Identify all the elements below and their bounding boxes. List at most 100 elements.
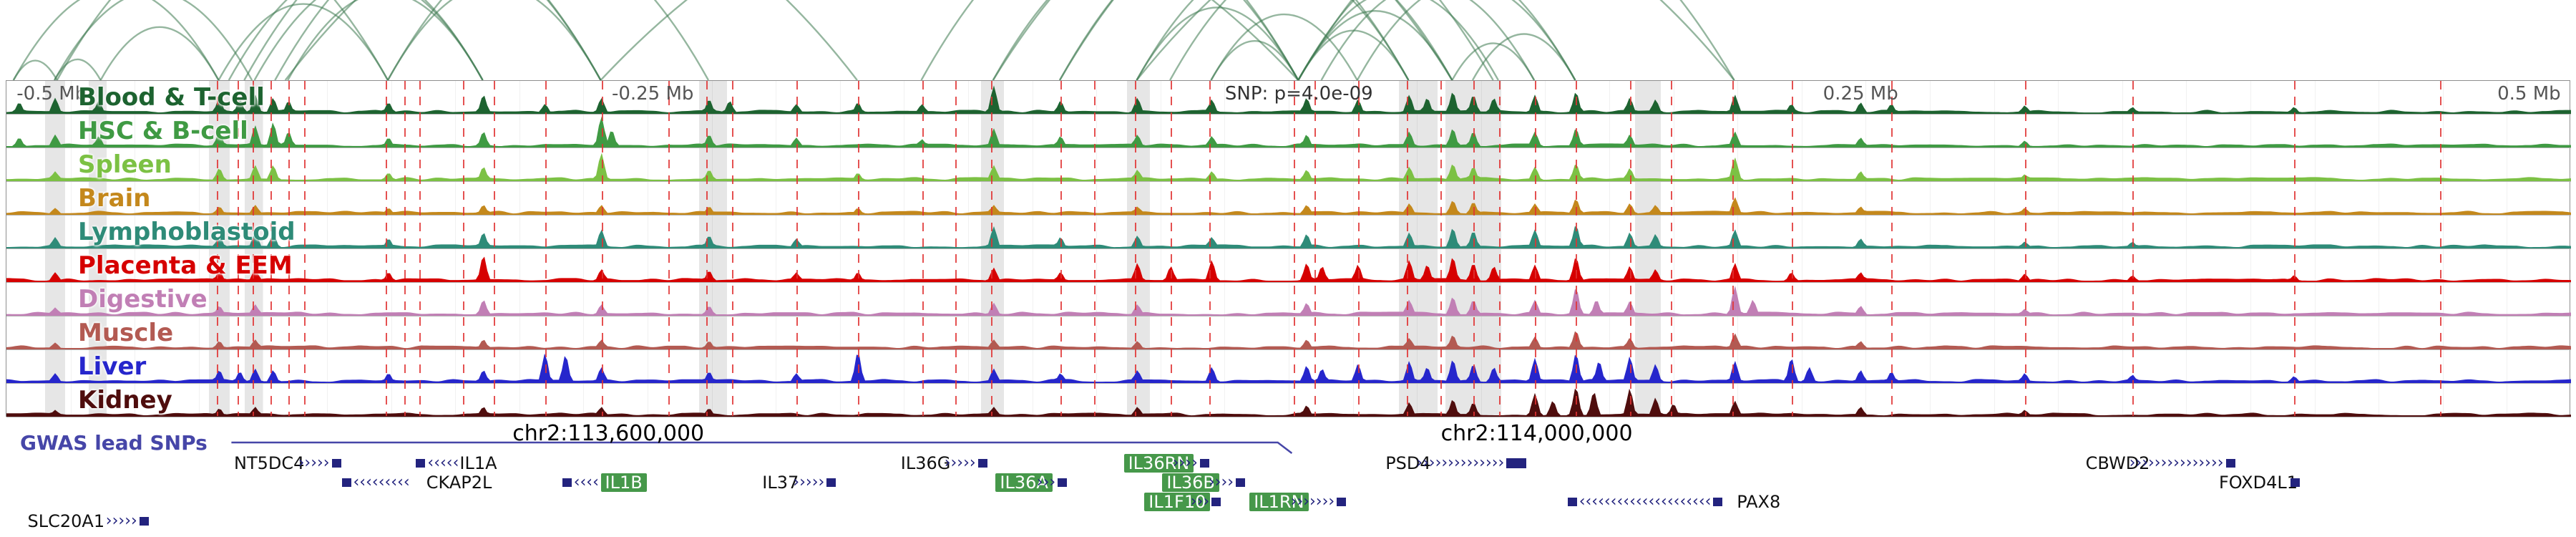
highlight-dashed-line	[1791, 81, 1793, 416]
gene-glyph: ‹‹‹‹‹	[416, 454, 459, 473]
highlight-dashed-line	[216, 81, 218, 416]
gwas-lead-snps-label: GWAS lead SNPs	[20, 431, 208, 455]
gene-exon-box	[1236, 478, 1246, 487]
axis-tick-label: 0.5 Mb	[2497, 83, 2561, 105]
gene-direction-chevrons: ›››››	[793, 473, 825, 491]
gene-label: IL1B	[600, 473, 647, 492]
gene-exon-box	[1058, 478, 1068, 487]
chromosome-coordinate-label: chr2:113,600,000	[512, 421, 705, 446]
track-row	[6, 148, 2571, 182]
interaction-arc	[243, 0, 602, 80]
gene-exon-box	[1337, 498, 1347, 506]
highlight-dashed-line	[1060, 81, 1062, 416]
highlight-dashed-line	[668, 81, 670, 416]
track-row	[6, 216, 2571, 249]
gene-label: NT5DC4	[234, 453, 305, 473]
gene-label: IL1F10	[1144, 493, 1211, 511]
highlight-dashed-line	[1357, 81, 1360, 416]
signal-area	[6, 197, 2571, 215]
gene-glyph: ‹‹‹‹‹‹‹‹‹	[341, 473, 410, 492]
gene-label: FOXD4L1	[2219, 473, 2298, 493]
highlight-dashed-line	[1473, 81, 1475, 416]
interaction-arc	[56, 0, 389, 80]
gene-glyph: ›››	[1191, 493, 1221, 511]
interaction-arc	[386, 0, 602, 80]
track-row	[6, 316, 2571, 350]
highlight-dashed-line	[237, 81, 239, 416]
gene-glyph: ›››	[1036, 473, 1068, 492]
interaction-arc	[992, 0, 1299, 80]
interaction-arc	[1210, 40, 1299, 80]
gene-exon-box	[1199, 459, 1209, 468]
track-row	[6, 115, 2571, 148]
highlight-dashed-line	[463, 81, 464, 416]
interaction-arc	[228, 0, 484, 80]
gene-glyph: ›››››	[945, 454, 987, 473]
highlight-dashed-line	[1093, 81, 1096, 416]
gene-glyph	[2290, 473, 2301, 492]
gene-direction-chevrons: ›››››››	[1290, 493, 1335, 511]
gene-glyph: ›››››	[298, 454, 341, 473]
signal-track-panel: -0.5 Mb -0.25 Mb SNP: p=4.0e-09 0.25 Mb 0.5 …	[6, 80, 2571, 417]
gene-exon-box	[331, 459, 341, 468]
signal-area	[6, 153, 2571, 181]
gene-label: CBWD2	[2085, 453, 2150, 473]
gene-glyph: ››››	[1208, 473, 1246, 492]
highlight-dashed-line	[1209, 81, 1211, 416]
interaction-arc	[1210, 14, 1358, 80]
gene-direction-chevrons: ‹‹‹‹‹	[427, 454, 459, 472]
highlight-dashed-line	[1576, 81, 1578, 416]
gene-direction-chevrons: ‹‹‹‹‹‹‹‹‹	[353, 473, 410, 491]
track-label: Blood & T-cell	[78, 83, 265, 112]
chromosome-coordinate-label: chr2:114,000,000	[1440, 421, 1633, 446]
gene-direction-chevrons: ›››	[1036, 473, 1056, 491]
gene-label: IL1RN	[1249, 493, 1309, 511]
signal-area	[6, 286, 2571, 316]
gene-label: PSD4	[1385, 453, 1431, 473]
interaction-arc	[1297, 10, 1453, 80]
gene-exon-box	[826, 478, 836, 487]
gene-exon-box	[977, 459, 987, 468]
gene-label: IL36G	[900, 453, 951, 473]
gene-direction-chevrons: ››››	[1208, 473, 1234, 491]
highlight-dashed-line	[796, 81, 798, 416]
axis-tick-label: SNP: p=4.0e-09	[1224, 83, 1373, 105]
highlight-lines-layer	[6, 81, 2570, 416]
interaction-arc	[1058, 0, 1410, 80]
highlight-dashed-line	[270, 81, 273, 416]
track-row	[6, 350, 2571, 384]
gene-label: IL37	[762, 473, 799, 493]
interaction-arc	[1297, 0, 1576, 80]
track-row	[6, 249, 2571, 283]
track-label: Digestive	[78, 285, 208, 314]
interaction-arc	[274, 0, 602, 80]
gene-annotation-track: SLC20A1 ››››› NT5DC4 ››››› IL1A ‹‹‹‹‹ CKAP2L ‹‹…	[6, 454, 2570, 534]
highlight-dashed-line	[253, 81, 255, 416]
highlight-dashed-line	[732, 81, 734, 416]
highlight-dashed-line	[1498, 81, 1501, 416]
highlight-dashed-line	[1671, 81, 1672, 416]
gene-label: PAX8	[1737, 492, 1781, 512]
track-label: Spleen	[78, 150, 172, 179]
interaction-arc	[1451, 42, 1536, 80]
highlight-dashed-line	[1440, 81, 1442, 416]
highlight-dashed-line	[706, 81, 708, 416]
highlight-dashed-line	[1535, 81, 1537, 416]
track-label: Lymphoblastoid	[78, 218, 296, 246]
track-row	[6, 283, 2571, 316]
highlight-dashed-line	[386, 81, 388, 416]
track-label: HSC & B-cell	[78, 117, 248, 145]
highlight-dashed-line	[991, 81, 993, 416]
track-row	[6, 384, 2571, 417]
highlight-dashed-line	[2440, 81, 2442, 416]
gene-direction-chevrons: ‹‹‹‹	[573, 473, 599, 491]
interaction-arc	[284, 0, 858, 80]
interaction-arc	[218, 3, 389, 80]
highlight-dashed-line	[955, 81, 957, 416]
highlight-dashed-line	[2293, 81, 2296, 416]
gene-direction-chevrons: ‹‹‹‹‹‹‹‹‹‹‹‹‹‹‹‹‹‹‹‹‹	[1579, 493, 1712, 511]
gene-exon-box	[416, 459, 426, 468]
axis-tick-label: -0.25 Mb	[611, 83, 694, 105]
interaction-arc	[1169, 0, 1453, 80]
